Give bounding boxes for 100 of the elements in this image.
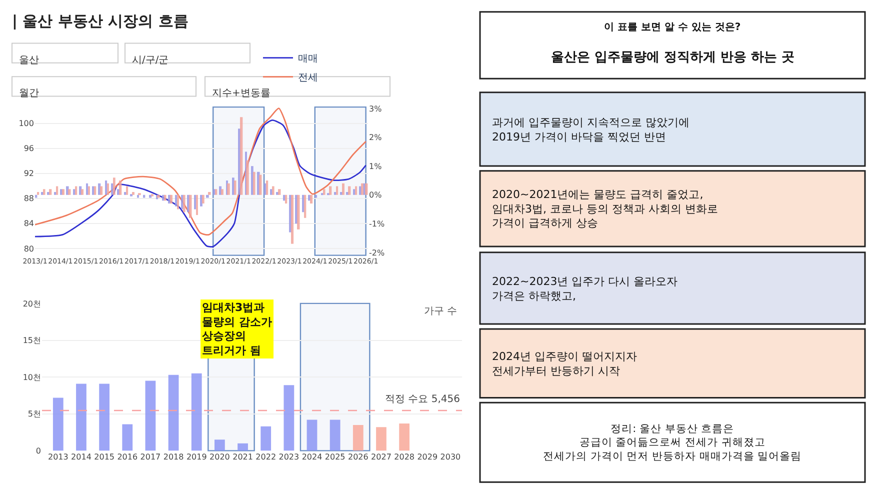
bar — [49, 189, 52, 195]
bar — [238, 443, 248, 451]
bar — [76, 384, 86, 451]
annotation: 임대차3법과 물량의 감소가 상승장의 트리거가 됨 — [202, 301, 272, 357]
bar — [105, 180, 108, 195]
bar — [86, 183, 88, 195]
bar — [75, 186, 78, 195]
bar — [376, 427, 386, 451]
x-tick-label: 2020 — [210, 452, 230, 462]
bar — [189, 194, 192, 218]
bar — [240, 117, 243, 195]
bar — [278, 189, 281, 195]
ref-line-label: 적정 수요 5,456 — [385, 394, 460, 405]
bar — [285, 194, 288, 204]
x-tick-label: 2015 — [94, 452, 114, 462]
line-series — [35, 120, 367, 248]
x-tick-label: 2019 — [186, 452, 207, 462]
bar — [81, 189, 84, 195]
x-tick-label: 2022 — [256, 452, 276, 462]
text: 이 표를 보면 알 수 있는 것은? — [604, 22, 741, 33]
bar — [355, 186, 358, 195]
text: 2024년 입주량이 떨어지지자 전세가부터 반등하기 시작 — [492, 350, 637, 378]
bar — [52, 398, 64, 451]
line-series — [35, 108, 367, 236]
x-tick-label: 2025 — [324, 452, 346, 462]
bar — [342, 183, 344, 195]
bar — [266, 180, 268, 195]
y2-tick-label: 0% — [369, 190, 382, 200]
bar — [126, 186, 128, 195]
bar — [353, 189, 356, 195]
text: 2020~2021년에는 물량도 급격히 줄었고, 임대차3법, 코로나 등의 정책과 사회의 변화로 가격이 급격하게 상승 — [492, 188, 718, 230]
y-tick-label: 10천 — [22, 372, 41, 382]
bar — [122, 424, 133, 451]
bar — [35, 194, 38, 198]
y2-tick-label: -2% — [369, 248, 385, 258]
bar — [246, 160, 249, 195]
bar — [227, 183, 230, 195]
bar — [145, 380, 156, 451]
y-tick-label: 92 — [24, 169, 34, 178]
x-tick-label: 2024 — [302, 452, 322, 462]
x-tick-label: 2014 — [71, 452, 92, 462]
text: 시/구/군 — [132, 55, 169, 66]
x-tick-label: 2028 — [394, 452, 414, 462]
bar — [253, 172, 256, 195]
y-tick-label: 96 — [24, 144, 34, 154]
bar — [208, 192, 211, 195]
bar — [196, 194, 198, 216]
y-tick-label: 88 — [24, 194, 34, 204]
bar — [113, 178, 116, 195]
bar — [323, 189, 326, 195]
text: 월간 — [19, 88, 39, 99]
x-tick-label: 2029 — [417, 452, 438, 462]
bar — [297, 194, 300, 230]
bar — [264, 183, 266, 195]
bar — [219, 186, 222, 195]
bar — [124, 192, 126, 195]
y-tick-label: 5천 — [28, 410, 41, 419]
bar — [336, 186, 338, 195]
bar — [306, 420, 318, 451]
bar — [202, 194, 204, 204]
text: 과거에 입주물량이 지속적으로 많았기에 2019년 가격이 바닥을 찍었던 반면 — [492, 116, 690, 144]
bar — [232, 178, 234, 195]
y-tick-label: 84 — [24, 219, 34, 228]
y-tick-label: 20천 — [22, 299, 41, 308]
bar — [234, 180, 236, 195]
bar — [99, 384, 110, 451]
bar — [100, 186, 103, 195]
bar — [399, 423, 410, 451]
bar — [107, 183, 109, 195]
bar — [183, 194, 186, 212]
y2-tick-label: 1% — [369, 162, 382, 171]
text: 정리: 울산 부동산 흐름은 공급이 줄어듦으로써 전세가 귀해졌고 전세가의 가격이 먼저 반등하자 매매가격을 밀어올림 — [543, 423, 802, 462]
bar — [168, 374, 179, 451]
bar — [330, 420, 340, 451]
bar — [43, 189, 46, 195]
y2-tick-label: 2% — [369, 133, 382, 142]
bar — [260, 426, 272, 451]
x-tick-label: 2026 — [348, 452, 368, 462]
bar — [177, 194, 179, 210]
bar — [334, 192, 336, 195]
x-tick-label: 2030 — [440, 452, 461, 462]
bar — [214, 440, 225, 451]
bar — [259, 174, 262, 195]
bar — [194, 194, 196, 210]
x-tick-label: 2016 — [117, 452, 138, 462]
x-tick-label: 2027 — [371, 452, 392, 462]
bar — [272, 186, 274, 195]
bar — [73, 189, 76, 195]
bar — [329, 186, 332, 195]
y2-tick-label: 3% — [369, 104, 382, 114]
bar — [284, 385, 294, 451]
y-tick-label: 80 — [24, 244, 34, 254]
bar — [119, 180, 122, 195]
chart-title: | 울산 부동산 시장의 흐름 — [12, 12, 188, 30]
y2-tick-label: -1% — [369, 219, 385, 228]
bar — [68, 189, 71, 195]
y-tick-label: 100 — [18, 119, 34, 128]
bar — [206, 194, 209, 198]
x-tick-label: 2023 — [278, 452, 300, 462]
bar — [291, 194, 294, 244]
